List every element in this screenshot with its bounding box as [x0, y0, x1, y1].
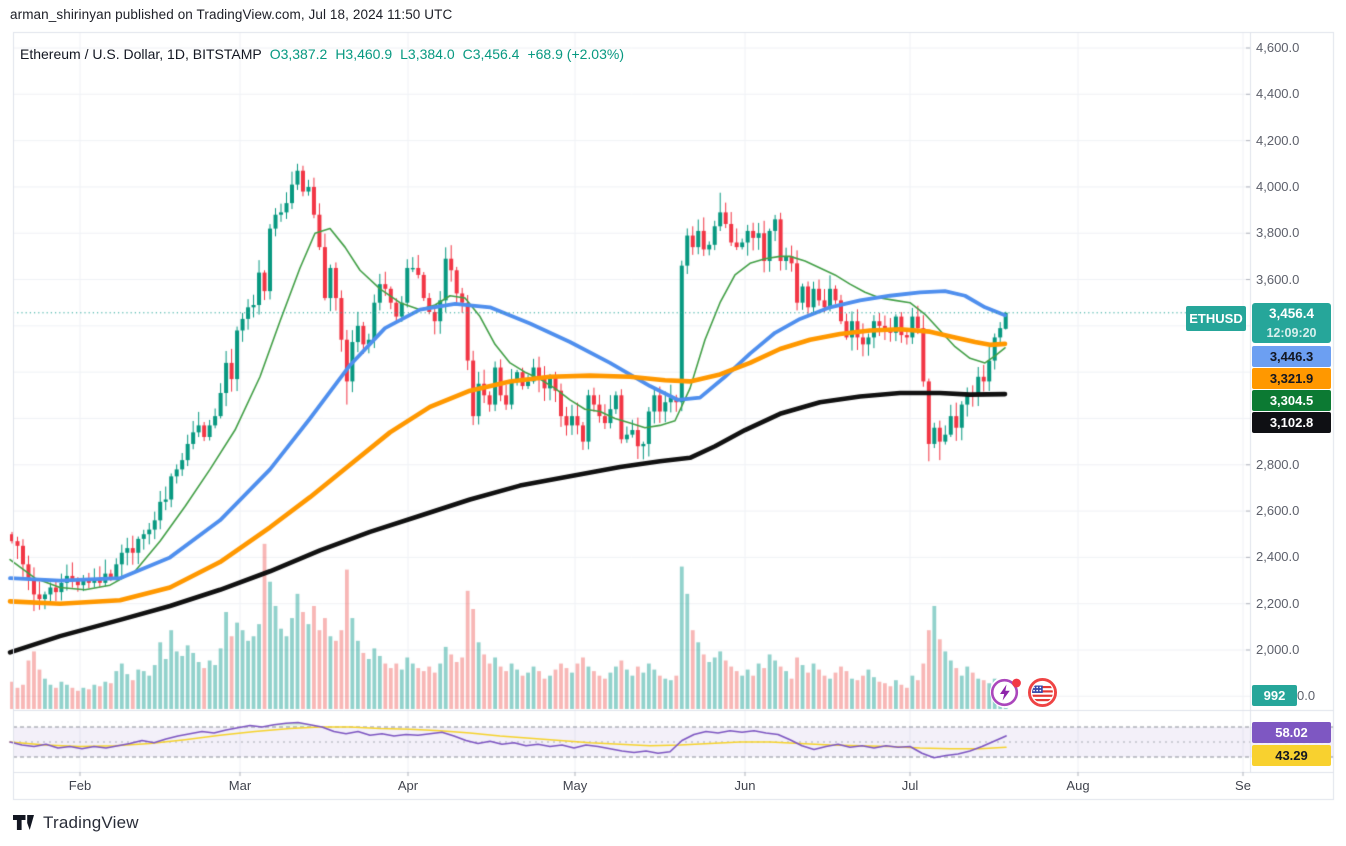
us-flag-event-icon[interactable]	[1027, 677, 1058, 708]
tradingview-logo-icon	[13, 815, 34, 830]
ma-badge-sma100: 3,321.9	[1252, 368, 1331, 389]
price-axis-label: 3,600.0	[1256, 271, 1300, 287]
time-axis-label: May	[562, 778, 588, 793]
price-axis-label-partial: 0.0	[1297, 688, 1316, 704]
time-axis-label: Jun	[734, 778, 756, 793]
ohlc-open: O3,387.2	[269, 46, 328, 62]
price-axis-label: 2,000.0	[1256, 642, 1300, 657]
price-axis-label: 2,800.0	[1256, 456, 1300, 472]
ohlc-low: L3,384.0	[400, 46, 455, 62]
price-axis-label: 4,600.0	[1256, 40, 1300, 55]
rsi-signal-badge: 43.29	[1252, 745, 1331, 766]
last-price-value: 3,456.4	[1268, 306, 1315, 321]
tradingview-logo-text: TradingView	[43, 813, 139, 832]
chart-legend: Ethereum / U.S. Dollar, 1D, BITSTAMP O3,…	[20, 46, 624, 62]
ma-badge-sma50: 3,446.3	[1252, 346, 1331, 367]
price-axis-label: 4,400.0	[1256, 86, 1300, 102]
symbol-title: Ethereum / U.S. Dollar, 1D, BITSTAMP	[20, 46, 262, 62]
price-axis-label: 4,200.0	[1256, 132, 1300, 148]
price-axis-label: 2,600.0	[1256, 503, 1300, 519]
time-axis-label: Apr	[397, 778, 419, 793]
ohlc-change: +68.9 (+2.03%)	[527, 46, 624, 62]
price-axis-label: 4,000.0	[1256, 178, 1300, 194]
ohlc-high: H3,460.9	[335, 46, 393, 62]
time-axis-label: Se	[1235, 778, 1251, 793]
ohlc-close: C3,456.4	[462, 46, 520, 62]
time-axis-label: Feb	[68, 778, 92, 793]
tradingview-logo[interactable]: TradingView	[13, 813, 139, 833]
ma-badge-fast: 3,304.5	[1252, 390, 1331, 411]
price-axis-label: 2,400.0	[1256, 549, 1300, 565]
time-axis-label: Aug	[1066, 778, 1090, 793]
price-axis-label: 3,800.0	[1256, 225, 1300, 241]
ma-badge-sma200: 3,102.8	[1252, 412, 1331, 433]
published-byline: arman_shirinyan published on TradingView…	[10, 7, 453, 22]
rsi-value-badge: 58.02	[1252, 722, 1331, 743]
time-axis-label: Jul	[901, 778, 919, 793]
time-axis-label: Mar	[228, 778, 252, 793]
price-axis-label: 2,200.0	[1256, 595, 1300, 611]
bar-close-countdown: 12:09:20	[1266, 326, 1317, 340]
volume-value-badge: 992	[1252, 685, 1297, 706]
symbol-price-label: ETHUSD	[1186, 306, 1246, 331]
lightning-event-icon[interactable]	[990, 676, 1022, 708]
last-price-badge: 3,456.4 12:09:20	[1252, 303, 1331, 343]
